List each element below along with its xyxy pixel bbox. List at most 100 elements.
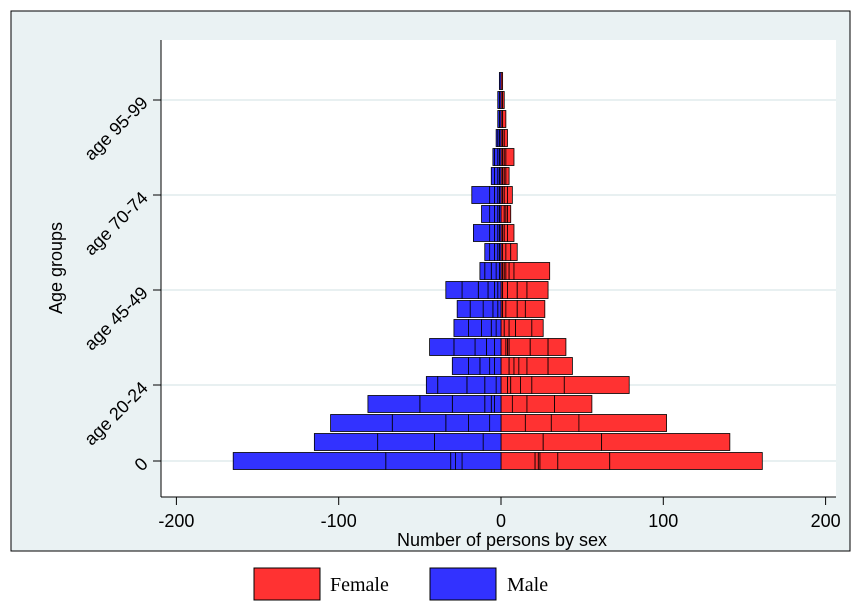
female-bar-row9-seg2 [507, 281, 518, 299]
male-bar-row9-seg0 [497, 281, 502, 299]
male-bar-row15-seg2 [494, 167, 499, 185]
x-tick-label-2: 0 [496, 511, 506, 531]
male-bar-row3-seg5 [367, 395, 421, 413]
male-bar-row19-seg1 [497, 91, 500, 109]
female-bar-row11-seg3 [510, 243, 518, 261]
male-bar-row8-seg3 [469, 300, 484, 318]
male-bar-row14-seg2 [494, 186, 499, 204]
male-bar-row6-seg4 [429, 338, 455, 356]
female-bar-row11-seg2 [505, 243, 512, 261]
male-bar-row11-seg4 [484, 243, 491, 261]
male-bar-row13-seg2 [494, 205, 499, 223]
male-bar-row3-seg1 [490, 395, 495, 413]
female-bar-row9-seg4 [526, 281, 549, 299]
male-bar-row12-seg4 [473, 224, 491, 242]
legend: Female Male [253, 567, 548, 601]
x-axis-ticks: -200 -100 0 100 200 [158, 497, 841, 531]
male-bar-row8-seg0 [497, 300, 502, 318]
female-bar-row4-seg1 [507, 376, 512, 394]
male-bar-row1-seg0 [482, 433, 502, 451]
female-bar-row0-seg0 [500, 452, 536, 470]
male-bar-row7-seg1 [490, 319, 497, 337]
female-bar-row10-seg5 [513, 262, 551, 280]
female-bar-row4-seg5 [563, 376, 630, 394]
female-bar-row2-seg1 [524, 414, 552, 432]
male-bar-row3-seg2 [484, 395, 492, 413]
male-bar-row14-seg3 [489, 186, 495, 204]
male-bar-row17-seg2 [495, 129, 499, 147]
x-tick-label-3: 100 [648, 511, 678, 531]
female-bar-row17-seg2 [503, 129, 508, 147]
female-bar-row14-seg2 [503, 186, 508, 204]
male-bar-row5-seg3 [468, 357, 481, 375]
female-bar-row4-seg4 [531, 376, 565, 394]
female-bar-row1-seg2 [601, 433, 731, 451]
male-bar-row10-seg1 [495, 262, 500, 280]
female-bar-row6-seg5 [547, 338, 567, 356]
female-bar-row12-seg2 [503, 224, 508, 242]
female-bar-row18-seg1 [502, 110, 507, 128]
male-bar-row6-seg0 [494, 338, 502, 356]
male-bar-row6-seg2 [474, 338, 487, 356]
male-bar-row10-seg3 [484, 262, 492, 280]
female-bar-row8-seg2 [505, 300, 518, 318]
male-bar-row9-seg1 [494, 281, 499, 299]
legend-label-male: Male [507, 574, 548, 596]
x-tick-label-0: -200 [158, 511, 194, 531]
male-bar-row18-seg1 [497, 110, 500, 128]
female-bar-row9-seg3 [516, 281, 528, 299]
male-bar-row15-seg3 [490, 167, 495, 185]
female-bar-row19-seg1 [502, 91, 505, 109]
female-bar-row13-seg3 [507, 205, 512, 223]
female-bar-row5-seg5 [547, 357, 573, 375]
male-bar-row10-seg4 [479, 262, 486, 280]
female-bar-row5-seg4 [526, 357, 549, 375]
male-bar-row0-seg1 [455, 452, 463, 470]
male-bar-row1-seg1 [434, 433, 484, 451]
female-bar-row3-seg0 [500, 395, 513, 413]
male-bar-row6-seg3 [453, 338, 476, 356]
male-bar-row8-seg2 [482, 300, 494, 318]
male-bar-row4-seg4 [425, 376, 439, 394]
male-bar-row4-seg0 [495, 376, 502, 394]
male-bar-row7-seg2 [481, 319, 492, 337]
male-bar-row12-seg2 [494, 224, 499, 242]
female-bar-row5-seg2 [513, 357, 520, 375]
female-bar-row8-seg3 [516, 300, 526, 318]
x-tick-label-1: -100 [321, 511, 357, 531]
female-bar-row3-seg2 [526, 395, 555, 413]
female-bar-row14-seg3 [507, 186, 513, 204]
male-bar-row4-seg1 [484, 376, 497, 394]
female-bar-row7-seg0 [500, 319, 505, 337]
female-bar-row6-seg0 [500, 338, 507, 356]
female-bar-row1-seg0 [500, 433, 544, 451]
male-bar-row0-seg0 [461, 452, 502, 470]
female-bar-row3-seg1 [511, 395, 528, 413]
female-bar-row1-seg1 [542, 433, 603, 451]
male-bar-row0-seg3 [385, 452, 452, 470]
female-bar-row4-seg0 [500, 376, 508, 394]
male-bar-row11-seg2 [494, 243, 499, 261]
male-bar-row14-seg4 [471, 186, 491, 204]
male-bar-row9-seg2 [487, 281, 495, 299]
female-bar-row13-seg0 [500, 205, 505, 223]
male-bar-row2-seg4 [330, 414, 393, 432]
female-bar-row10-seg3 [505, 262, 510, 280]
male-bar-row4-seg2 [466, 376, 486, 394]
female-bar-row8-seg1 [502, 300, 507, 318]
x-tick-label-4: 200 [811, 511, 841, 531]
male-bar-row6-seg1 [485, 338, 495, 356]
female-bar-row0-seg5 [609, 452, 763, 470]
male-bar-row5-seg4 [451, 357, 469, 375]
female-bar-row5-seg1 [508, 357, 515, 375]
male-bar-row1-seg2 [377, 433, 435, 451]
male-bar-row9-seg4 [461, 281, 479, 299]
bars-layer [232, 72, 763, 470]
female-bar-row2-seg3 [578, 414, 667, 432]
female-bar-row11-seg1 [502, 243, 507, 261]
male-bar-row8-seg1 [492, 300, 499, 318]
male-bar-row11-seg3 [489, 243, 495, 261]
male-bar-row13-seg4 [481, 205, 491, 223]
male-bar-row7-seg3 [468, 319, 482, 337]
male-bar-row2-seg3 [391, 414, 447, 432]
